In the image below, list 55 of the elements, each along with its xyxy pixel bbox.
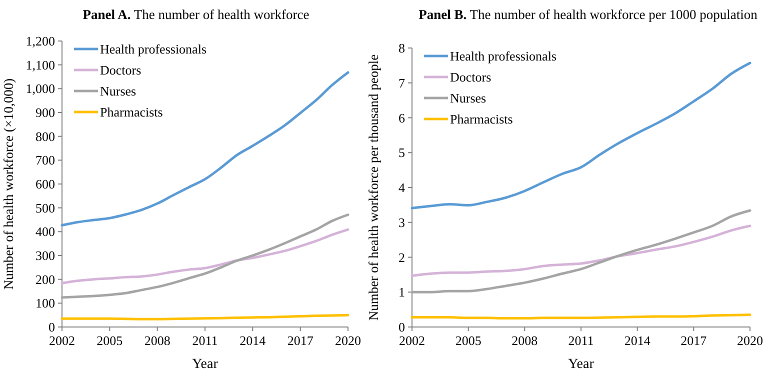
y-axis-title: Number of health workforce (×10,000): [1, 78, 16, 290]
y-tick-label: 900: [36, 105, 55, 120]
y-tick-label: 1,000: [26, 81, 55, 96]
y-tick-label: 700: [36, 152, 55, 168]
y-tick-label: 500: [36, 200, 55, 216]
legend-label: Doctors: [100, 62, 142, 78]
x-tick-label: 2014: [624, 333, 651, 348]
legend-label: Nurses: [100, 84, 136, 99]
x-tick-label: 2014: [240, 333, 266, 348]
x-tick-label: 2002: [399, 333, 425, 348]
x-tick-label: 2002: [49, 333, 75, 348]
y-tick-label: 800: [36, 128, 55, 144]
legend-label: Doctors: [450, 70, 492, 85]
x-tick-label: 2005: [96, 333, 123, 348]
y-tick-label: 5: [398, 145, 405, 160]
line-series: [410, 224, 752, 277]
x-tick-label: 2020: [737, 333, 763, 348]
line-series: [60, 228, 350, 284]
y-tick-label: 3: [398, 214, 405, 230]
y-tick-label: 7: [398, 75, 406, 90]
x-tick-label: 2020: [335, 333, 361, 348]
legend-label: Health professionals: [100, 42, 207, 57]
chart-title: Panel B. The number of health workforce per 1000 population: [418, 7, 758, 22]
chart-title: Panel A. The number of health workforce: [82, 7, 310, 22]
x-tick-label: 2005: [455, 333, 482, 348]
legend-label: Nurses: [450, 90, 486, 106]
y-tick-label: 8: [398, 40, 405, 56]
x-tick-label: 2017: [287, 333, 314, 348]
y-tick-label: 4: [398, 180, 406, 196]
line-series: [410, 209, 752, 294]
y-tick-label: 600: [36, 176, 55, 192]
y-tick-label: 1,100: [26, 57, 55, 72]
x-tick-label: 2008: [512, 333, 538, 348]
y-tick-label: 0: [398, 320, 405, 335]
x-axis-title: Year: [568, 357, 594, 372]
legend-label: Pharmacists: [450, 112, 513, 127]
y-tick-label: 200: [36, 272, 55, 287]
legend-label: Health professionals: [450, 48, 557, 64]
x-tick-label: 2008: [144, 333, 170, 348]
y-tick-label: 1: [398, 284, 405, 300]
y-tick-label: 6: [398, 110, 406, 126]
y-tick-label: 0: [48, 320, 55, 335]
x-tick-label: 2011: [568, 333, 594, 348]
y-tick-label: 400: [36, 224, 55, 240]
legend-label: Pharmacists: [100, 104, 163, 120]
line-series: [410, 62, 752, 210]
y-tick-label: 100: [36, 296, 55, 311]
y-axis-title: Number of health workforce per thousand people: [366, 54, 381, 321]
y-tick-label: 2: [398, 250, 405, 265]
y-tick-label: 1,200: [26, 34, 55, 49]
line-series: [60, 213, 350, 299]
x-tick-label: 2017: [680, 333, 708, 348]
y-tick-label: 300: [36, 248, 55, 264]
x-tick-label: 2011: [192, 333, 218, 348]
x-axis-title: Year: [192, 357, 218, 372]
